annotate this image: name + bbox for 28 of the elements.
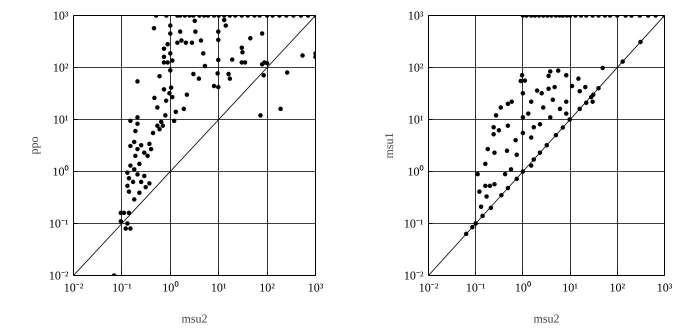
y-axis-title: msu1 (382, 132, 396, 158)
y-tick-label: 10¹ (52, 112, 69, 126)
x-tick-label: 10³ (308, 280, 324, 294)
x-tick-label: 10⁻¹ (466, 280, 486, 294)
x-tick-label: 10⁰ (162, 280, 178, 294)
x-tick-label: 10² (610, 280, 626, 294)
y-axis-title: ppo (26, 136, 41, 154)
y-tick-label: 10⁻² (48, 268, 69, 282)
y-tick-label: 10¹ (408, 112, 424, 126)
y-tick-label: 10² (408, 60, 424, 74)
y-tick-label: 10⁻¹ (404, 216, 424, 230)
x-tick-label: 10⁻² (418, 280, 439, 294)
x-tick-label: 10⁻² (64, 280, 84, 294)
y-tick-label: 10³ (52, 8, 69, 22)
y-tick-label: 10⁻¹ (48, 216, 69, 230)
x-tick-label: 10⁻¹ (112, 280, 132, 294)
x-tick-label: 10³ (656, 280, 673, 294)
x-tick-label: 10² (259, 280, 276, 294)
x-tick-label: 10⁰ (514, 280, 531, 294)
x-axis-title: msu2 (182, 312, 208, 326)
y-tick-label: 10⁻² (404, 268, 424, 282)
y-tick-label: 10⁰ (52, 164, 68, 178)
x-tick-label: 10¹ (562, 280, 578, 294)
x-axis-title: msu2 (534, 312, 560, 326)
y-tick-label: 10⁰ (408, 164, 424, 178)
x-tick-label: 10¹ (210, 280, 227, 294)
y-tick-label: 10² (52, 60, 69, 74)
y-tick-label: 10³ (408, 8, 424, 22)
